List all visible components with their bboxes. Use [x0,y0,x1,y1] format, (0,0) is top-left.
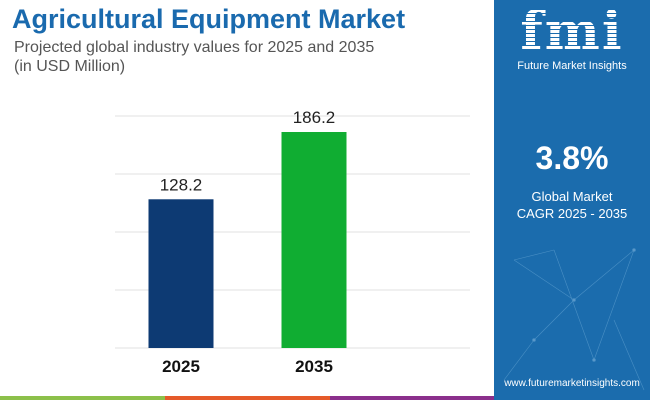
website-link[interactable]: www.futuremarketinsights.com [504,378,640,389]
cagr-label-line1: Global Market [531,189,613,204]
logo-mark: fmi [494,6,650,58]
cagr-label-line2: CAGR 2025 - 2035 [516,206,628,221]
fmi-logo: fmi Future Market Insights [494,6,650,73]
bar-chart: 128.2 2025 186.2 2035 [115,108,470,376]
data-label: 186.2 [293,108,336,127]
chart-subtitle: Projected global industry values for 202… [14,38,374,76]
cagr-value: 3.8% [535,140,609,176]
x-tick-label: 2035 [295,357,333,376]
bottom-strip-orange [165,396,330,400]
subtitle-line: Projected global industry values for 202… [14,39,375,56]
bottom-strip-green [0,396,165,400]
network-decoration [503,248,645,391]
chart-title: Agricultural Equipment Market [12,4,406,34]
bar-2035 [281,132,347,348]
data-label: 128.2 [160,175,203,194]
cagr-label: Global Market CAGR 2025 - 2035 [494,188,650,222]
unit-note: (in USD Million) [14,58,126,75]
side-panel: fmi Future Market Insights 3.8% Global M… [494,0,650,400]
bottom-strip-purple [330,396,494,400]
bar-2025 [148,199,214,348]
brand-name: Future Market Insights [517,60,627,72]
x-tick-label: 2025 [162,357,200,376]
